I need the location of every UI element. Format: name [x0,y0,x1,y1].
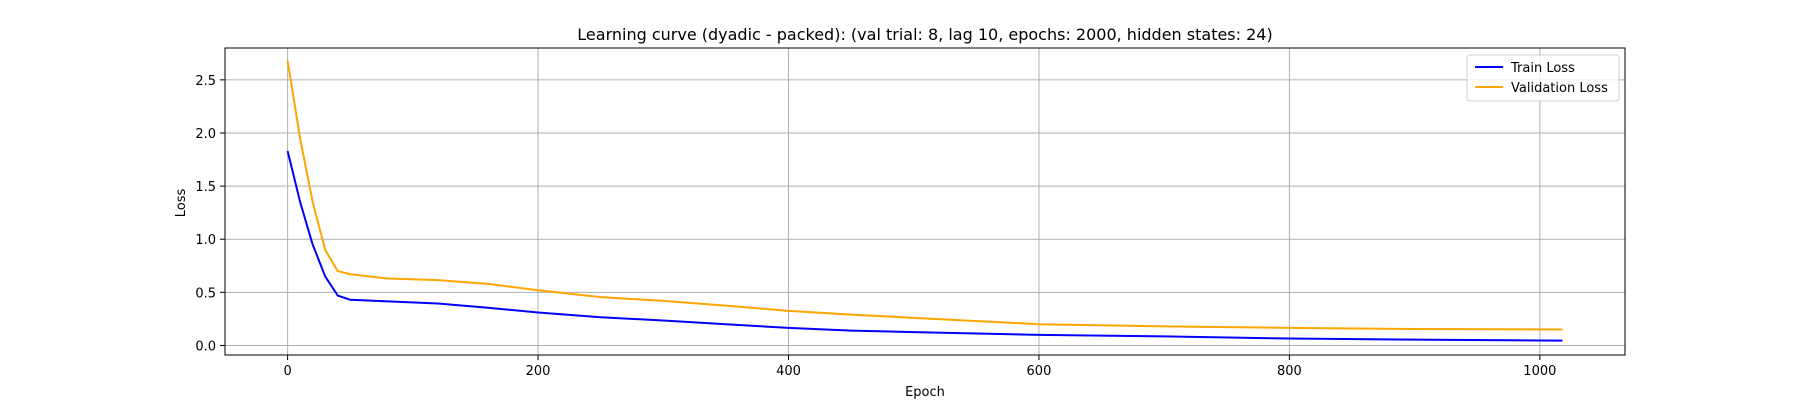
x-axis-label: Epoch [905,385,945,400]
grid [225,48,1625,355]
x-tick-label: 800 [1277,364,1302,379]
y-axis-label: Loss [174,189,189,218]
legend: Train Loss Validation Loss [1466,54,1620,102]
y-tick-label: 0.5 [195,286,216,301]
train-loss-line [286,150,1563,342]
x-tick-label: 1000 [1523,364,1556,379]
plot-frame [224,47,1626,356]
y-tick-label: 2.5 [195,74,216,89]
validation-loss-line [286,60,1563,331]
chart-title: Learning curve (dyadic - packed): (val t… [577,25,1272,44]
y-tick-label: 1.0 [195,233,216,248]
x-tick-label: 600 [1027,364,1052,379]
legend-label-train: Train Loss [1510,61,1575,76]
y-tick-label: 1.5 [195,180,216,195]
y-tick-label: 0.0 [195,339,216,354]
x-tick-label: 0 [283,364,291,379]
y-tick-label: 2.0 [195,127,216,142]
legend-label-validation: Validation Loss [1511,81,1608,96]
series-layer [286,60,1563,342]
x-tick-label: 200 [526,364,551,379]
ticks: 0 200 400 600 800 1000 0.0 0.5 1.0 1.5 2.0 2.5 [195,74,1556,379]
legend-box [1466,54,1620,102]
x-tick-label: 400 [776,364,801,379]
